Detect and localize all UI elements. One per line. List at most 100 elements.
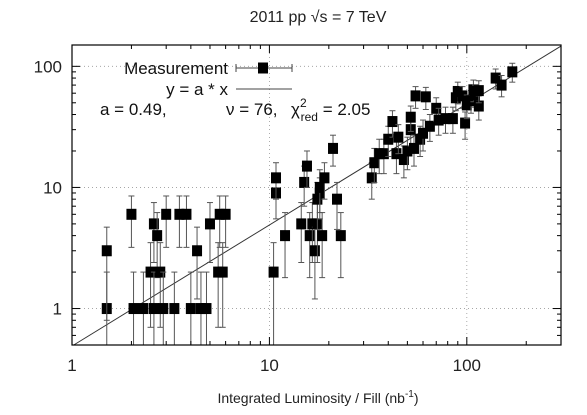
data-point — [319, 162, 330, 200]
point-marker — [369, 157, 380, 169]
point-marker — [465, 95, 476, 107]
data-point — [473, 80, 484, 104]
point-marker — [148, 218, 159, 230]
point-marker — [424, 120, 435, 132]
data-point — [158, 271, 169, 345]
legend-fit-label: y = a * x — [166, 80, 228, 99]
point-marker — [460, 117, 471, 129]
plot-frame — [71, 44, 562, 346]
legend-measurement-label: Measurement — [124, 59, 228, 78]
point-marker — [398, 154, 409, 166]
point-marker — [415, 133, 426, 145]
point-marker — [387, 116, 398, 128]
point-marker — [195, 303, 206, 315]
point-marker — [304, 230, 315, 242]
data-point — [201, 271, 212, 345]
point-marker — [507, 66, 518, 78]
point-marker — [405, 111, 416, 123]
point-marker — [145, 266, 156, 278]
point-marker — [309, 245, 320, 257]
data-point — [496, 74, 507, 98]
data-point — [424, 114, 435, 142]
data-point — [460, 111, 471, 140]
point-marker — [383, 133, 394, 145]
point-marker — [418, 127, 429, 139]
point-marker — [301, 160, 312, 172]
point-marker — [158, 303, 169, 315]
data-point — [296, 202, 307, 263]
point-marker — [317, 230, 328, 242]
point-marker — [152, 230, 163, 242]
data-point — [335, 212, 346, 279]
data-point — [214, 195, 225, 248]
data-point — [268, 242, 279, 345]
point-marker — [408, 142, 419, 154]
point-marker — [378, 148, 389, 160]
data-point — [280, 212, 291, 279]
data-point — [299, 165, 310, 207]
data-point — [301, 150, 312, 188]
data-point — [204, 202, 215, 263]
data-point — [169, 271, 180, 345]
point-marker — [314, 181, 325, 193]
point-marker — [214, 208, 225, 220]
data-point — [328, 134, 339, 167]
point-marker — [296, 218, 307, 230]
data-point — [192, 226, 203, 300]
point-marker — [181, 208, 192, 220]
fit-annotation: a = 0.49, ν = 76, χ2 red = 2.05 — [100, 96, 370, 124]
x-tick-label: 1 — [67, 356, 76, 375]
fit-ndf: ν = 76, — [226, 100, 278, 119]
data-point — [138, 271, 149, 345]
point-marker — [271, 172, 282, 184]
point-marker — [335, 230, 346, 242]
point-marker — [101, 245, 112, 257]
point-marker — [457, 90, 468, 102]
data-points — [101, 62, 518, 345]
point-marker — [280, 230, 291, 242]
point-marker — [366, 172, 377, 184]
point-marker — [328, 142, 339, 154]
data-point — [185, 271, 196, 345]
point-marker — [185, 303, 196, 315]
point-marker — [201, 303, 212, 315]
point-marker — [169, 303, 180, 315]
point-marker — [319, 172, 330, 184]
point-marker — [161, 208, 172, 220]
point-marker — [447, 113, 458, 125]
x-tick-label: 10 — [260, 356, 279, 375]
x-axis-label: Integrated Luminosity / Fill (nb-1) — [217, 389, 418, 406]
point-marker — [420, 91, 431, 103]
point-marker — [312, 193, 323, 205]
data-point — [420, 86, 431, 111]
y-tick-label: 1 — [53, 300, 62, 319]
x-tick-label: 100 — [453, 356, 481, 375]
chart-title: 2011 pp √s = 7 TeV — [250, 9, 387, 26]
point-marker — [433, 114, 444, 126]
point-marker — [148, 303, 159, 315]
y-tick-label: 10 — [43, 178, 62, 197]
data-point — [128, 271, 139, 345]
data-point — [213, 242, 224, 328]
data-point — [271, 162, 282, 200]
point-marker — [496, 79, 507, 91]
data-point — [418, 119, 429, 152]
data-point — [433, 107, 444, 136]
point-marker — [402, 145, 413, 157]
data-point — [410, 86, 421, 109]
data-point — [126, 195, 137, 248]
data-point — [393, 124, 404, 155]
point-marker — [307, 218, 318, 230]
data-point — [507, 62, 518, 83]
point-marker — [192, 245, 203, 257]
point-marker — [128, 303, 139, 315]
point-marker — [126, 208, 137, 220]
point-marker — [473, 85, 484, 97]
data-point — [405, 105, 416, 132]
data-point — [447, 106, 458, 134]
point-marker — [155, 266, 166, 278]
data-point — [440, 106, 451, 134]
legend-measurement-marker — [235, 62, 293, 74]
point-marker — [268, 266, 279, 278]
